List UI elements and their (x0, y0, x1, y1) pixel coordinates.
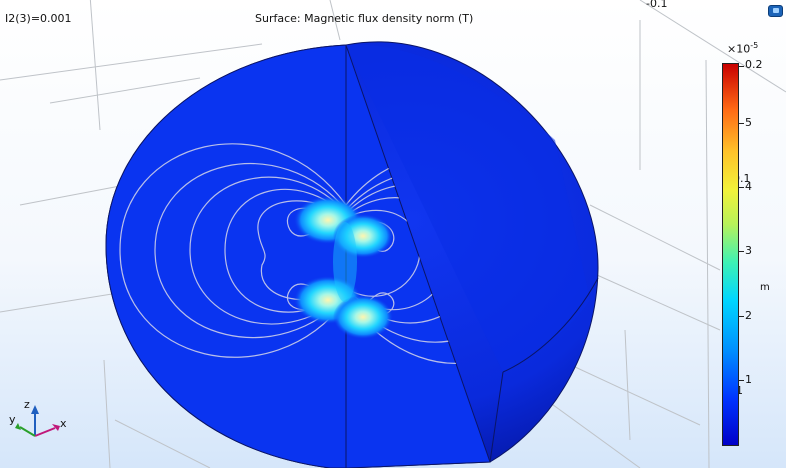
colorbar-tick-label: 3 (745, 244, 752, 257)
colorbar-tick (739, 187, 744, 188)
colorbar-tick (739, 380, 744, 381)
axis-tick-label: -0.1 (646, 0, 668, 10)
colorbar-tick (739, 66, 744, 67)
triad-z-label: z (24, 398, 30, 411)
colorbar (722, 63, 739, 446)
colorbar-tick-label: 1 (745, 373, 752, 386)
colorbar-tick (739, 123, 744, 124)
triad-y-label: y (9, 413, 16, 426)
plot-title: Surface: Magnetic flux density norm (T) (255, 12, 474, 25)
view-options-icon[interactable] (768, 5, 783, 17)
colorbar-tick-label: 5 (745, 116, 752, 129)
parameter-label: I2(3)=0.001 (5, 12, 72, 25)
colorbar-scale: ×10-5 (727, 41, 759, 56)
colorbar-tick (739, 316, 744, 317)
axis-triad (15, 405, 60, 437)
axis-unit-label: m (760, 282, 770, 293)
triad-x-label: x (60, 417, 67, 430)
colorbar-tick-label: 4 (745, 180, 752, 193)
coil-hotspots (294, 196, 393, 339)
colorbar-tick (739, 251, 744, 252)
colorbar-tick-label: 0.2 (745, 58, 763, 71)
axis-tick-label: 1 (736, 384, 743, 397)
colorbar-tick-label: 2 (745, 309, 752, 322)
